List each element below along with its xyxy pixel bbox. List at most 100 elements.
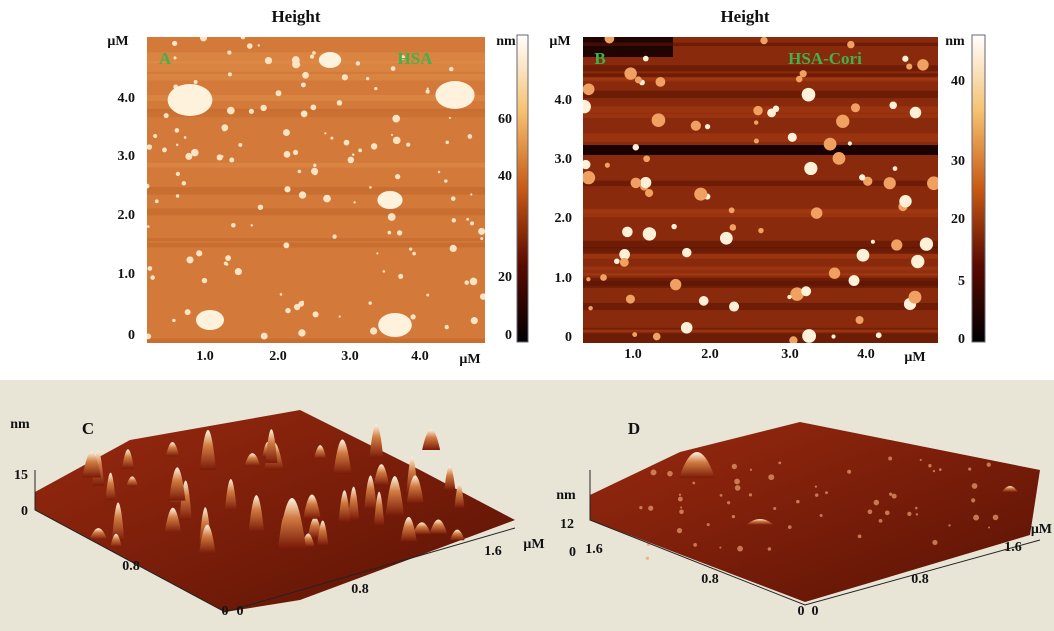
speck bbox=[767, 547, 772, 551]
speck bbox=[680, 506, 683, 509]
speck bbox=[867, 509, 873, 515]
surface-c bbox=[35, 410, 515, 612]
particle bbox=[863, 176, 873, 186]
particle bbox=[387, 230, 392, 235]
texture-band bbox=[147, 73, 485, 81]
particle bbox=[248, 108, 254, 114]
speck bbox=[932, 469, 936, 473]
speck bbox=[928, 464, 932, 468]
particle bbox=[323, 194, 331, 203]
particle bbox=[655, 76, 666, 87]
particle bbox=[365, 76, 370, 81]
particle bbox=[583, 99, 591, 114]
y-tick-label: 3.0 bbox=[555, 152, 573, 167]
peak bbox=[679, 452, 715, 478]
particle bbox=[240, 37, 246, 40]
particle bbox=[392, 114, 401, 123]
particle bbox=[231, 222, 236, 228]
speck bbox=[679, 509, 684, 515]
particle bbox=[400, 55, 406, 60]
particle bbox=[225, 255, 232, 261]
particle bbox=[298, 329, 306, 337]
peak bbox=[746, 519, 774, 525]
colorbar-label: 40 bbox=[951, 74, 965, 89]
z-tick-label: 15 bbox=[14, 468, 28, 483]
particle bbox=[172, 40, 178, 47]
particle bbox=[772, 105, 780, 113]
particle bbox=[870, 239, 875, 244]
particle bbox=[324, 132, 327, 135]
particle bbox=[297, 169, 302, 174]
particle bbox=[312, 311, 319, 318]
x-tick-label: 1.0 bbox=[624, 347, 642, 362]
right-tick-label: 0 bbox=[812, 604, 819, 619]
particle bbox=[787, 132, 797, 142]
particle bbox=[625, 294, 635, 304]
x-tick-label: 2.0 bbox=[269, 349, 287, 364]
particle bbox=[285, 307, 291, 314]
colorbar-label: 30 bbox=[951, 154, 965, 169]
texture-band bbox=[583, 42, 938, 47]
particle bbox=[147, 225, 150, 228]
peak bbox=[278, 498, 306, 548]
particle bbox=[836, 114, 850, 128]
peak bbox=[449, 529, 465, 541]
particle bbox=[694, 187, 708, 201]
peak bbox=[244, 453, 261, 467]
speck bbox=[919, 458, 922, 462]
z-axis-unit: nm bbox=[556, 488, 576, 503]
y-tick-label: 3.0 bbox=[118, 149, 136, 164]
colorbar-b bbox=[971, 34, 986, 343]
particle bbox=[729, 301, 740, 312]
panel-letter: B bbox=[594, 49, 605, 68]
particle bbox=[917, 59, 929, 71]
particle bbox=[645, 188, 654, 198]
particle bbox=[260, 332, 268, 340]
speck bbox=[748, 493, 753, 497]
particle bbox=[470, 317, 478, 325]
particle bbox=[275, 90, 282, 97]
particle bbox=[150, 275, 155, 280]
particle bbox=[828, 267, 841, 279]
peak bbox=[314, 445, 327, 459]
texture-band bbox=[583, 65, 938, 72]
speck bbox=[639, 506, 643, 510]
particle bbox=[196, 250, 203, 257]
particle bbox=[847, 40, 855, 49]
particle bbox=[891, 239, 903, 251]
speck bbox=[737, 545, 743, 552]
y-tick-label: 4.0 bbox=[118, 91, 136, 106]
particle bbox=[351, 153, 355, 156]
panel-letter: A bbox=[159, 49, 172, 68]
texture-band bbox=[583, 342, 938, 343]
particle bbox=[387, 213, 396, 221]
texture-band bbox=[147, 187, 485, 195]
peak bbox=[110, 533, 122, 548]
particle bbox=[823, 137, 837, 151]
speck bbox=[719, 493, 723, 497]
speck bbox=[891, 493, 897, 499]
right-tick-label: 0 bbox=[237, 604, 244, 619]
particle bbox=[586, 277, 591, 282]
texture-band bbox=[583, 302, 938, 311]
particle bbox=[181, 181, 187, 186]
particle bbox=[376, 252, 379, 255]
left-tick-label: 1.6 bbox=[585, 542, 603, 557]
speck bbox=[677, 496, 683, 502]
particle bbox=[479, 293, 485, 300]
particle bbox=[832, 151, 846, 165]
right-axis-unit: μM bbox=[523, 537, 544, 552]
particle bbox=[634, 76, 642, 84]
particle bbox=[175, 194, 180, 198]
particle bbox=[221, 155, 224, 158]
particle bbox=[292, 149, 299, 156]
x-tick-label: 2.0 bbox=[701, 347, 719, 362]
surface-letter: C bbox=[82, 419, 94, 438]
speck bbox=[825, 491, 828, 495]
particle bbox=[583, 83, 595, 96]
colorbar-label: 60 bbox=[498, 112, 512, 127]
particle bbox=[191, 148, 199, 157]
speck bbox=[727, 501, 731, 505]
particle bbox=[588, 305, 593, 311]
aggregate bbox=[196, 310, 224, 330]
